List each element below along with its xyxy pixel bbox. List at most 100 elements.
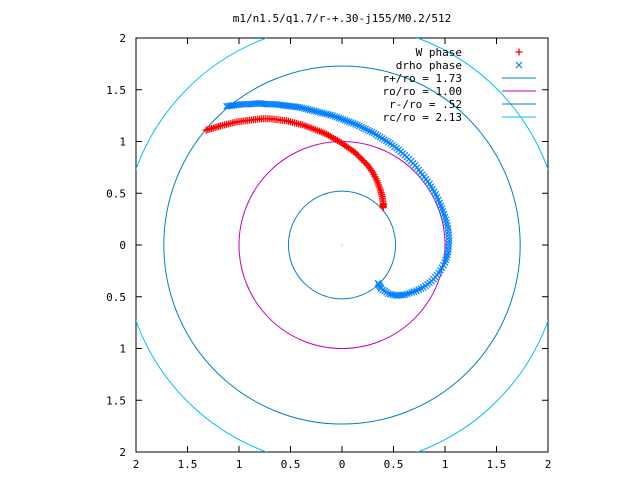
- x-tick-label: 1: [236, 458, 243, 471]
- drho-phase-point: [316, 109, 324, 116]
- drho-phase-point: [443, 219, 450, 227]
- drho-phase-point: [360, 124, 368, 132]
- drho-phase-point: [337, 115, 345, 123]
- drho-phase-point: [319, 109, 326, 117]
- drho-phase-point: [300, 104, 308, 112]
- legend-label: ro/ro = 1.00: [383, 85, 462, 98]
- drho-phase-point: [386, 290, 394, 298]
- drho-phase-point: [366, 127, 374, 135]
- drho-phase-point: [306, 106, 314, 114]
- drho-phase-point: [439, 207, 447, 215]
- x-tick-label: 2: [133, 458, 140, 471]
- axis-ticks: 2 1.5 1 0.5 0 0.5 1 1.5 221.510.500.511.52: [106, 32, 551, 471]
- drho-phase-point: [329, 112, 337, 120]
- drho-phase-point: [443, 222, 451, 230]
- drho-phase-point: [331, 112, 339, 120]
- drho-phase-point: [335, 114, 343, 122]
- x-tick-label: 2: [545, 458, 552, 471]
- drho-phase-point: [327, 111, 335, 119]
- drho-phase-point: [403, 290, 411, 298]
- phase-points: [202, 99, 453, 300]
- drho-phase-point: [314, 108, 322, 116]
- drho-phase-point: [345, 118, 353, 126]
- x-tick-label: 1.5: [178, 458, 198, 471]
- w-phase-series: [202, 115, 387, 212]
- legend-label: drho phase: [396, 59, 462, 72]
- y-tick-label: 2: [119, 32, 126, 45]
- drho-phase-point: [296, 103, 304, 111]
- drho-phase-point: [325, 111, 333, 119]
- drho-phase-point: [347, 119, 355, 127]
- drho-phase-point: [441, 213, 449, 221]
- drho-phase-point: [445, 234, 453, 242]
- drho-phase-point: [440, 210, 448, 218]
- drho-phase-point: [354, 121, 361, 129]
- drho-phase-point: [368, 128, 376, 136]
- circle-r-1-73: [163, 65, 521, 425]
- drho-phase-point: [374, 279, 382, 287]
- y-tick-label: 0: [119, 239, 126, 252]
- drho-phase-point: [339, 116, 347, 123]
- drho-phase-point: [433, 193, 441, 201]
- drho-phase-point: [302, 105, 310, 113]
- x-tick-label: 0: [339, 458, 346, 471]
- drho-phase-point: [362, 125, 370, 133]
- x-tick-label: 0.5: [384, 458, 404, 471]
- x-tick-label: 1: [442, 458, 449, 471]
- legend-label: r+/ro = 1.73: [383, 72, 462, 85]
- legend-label: W phase: [416, 46, 462, 59]
- legend-sample: [515, 61, 523, 69]
- drho-phase-point: [310, 107, 318, 115]
- drho-phase-point: [406, 289, 413, 297]
- origin-dot: [341, 244, 343, 246]
- drho-phase-point: [444, 225, 452, 232]
- drho-phase-point: [445, 243, 453, 250]
- x-tick-label: 0.5: [281, 458, 301, 471]
- drho-phase-point: [430, 188, 438, 196]
- y-tick-label: 2: [119, 446, 126, 459]
- drho-phase-point: [408, 288, 416, 296]
- x-tick-label: 1.5: [487, 458, 507, 471]
- y-tick-label: 1: [119, 136, 126, 149]
- legend-label: rc/ro = 2.13: [383, 111, 462, 124]
- drho-phase-point: [333, 113, 341, 121]
- drho-phase-point: [434, 196, 442, 204]
- circle-r-0-52: [287, 190, 397, 300]
- drho-phase-point: [444, 245, 452, 253]
- drho-phase-point: [445, 231, 453, 239]
- drho-phase-point: [351, 120, 359, 128]
- drho-phase-point: [349, 119, 357, 127]
- drho-phase-point: [312, 108, 320, 115]
- y-tick-label: 0.5: [106, 291, 126, 304]
- drho-phase-point: [436, 199, 444, 207]
- drho-phase-point: [341, 116, 349, 124]
- drho-phase-point: [343, 117, 351, 125]
- y-tick-label: 1.5: [106, 394, 126, 407]
- drho-phase-point: [323, 110, 330, 118]
- drho-phase-point: [410, 288, 418, 295]
- drho-phase-point: [321, 110, 328, 117]
- chart-title: m1/n1.5/q1.7/r-+.30-j155/M0.2/512: [233, 12, 452, 25]
- drho-phase-point: [442, 216, 450, 224]
- drho-phase-point: [432, 190, 440, 198]
- drho-phase-point: [426, 180, 433, 188]
- drho-phase-point: [438, 205, 446, 212]
- legend-label: r-/ro = .52: [389, 98, 462, 111]
- drho-phase-point: [391, 291, 398, 299]
- drho-phase-point: [427, 183, 435, 190]
- y-tick-label: 0.5: [106, 187, 126, 200]
- drho-phase-point: [445, 237, 453, 245]
- drho-phase-series: [223, 99, 453, 300]
- drho-phase-point: [444, 228, 452, 235]
- drho-phase-point: [308, 107, 316, 114]
- drho-phase-point: [364, 126, 372, 134]
- drho-phase-point: [393, 292, 401, 300]
- drho-phase-point: [358, 123, 365, 131]
- drho-phase-point: [429, 185, 437, 193]
- drho-phase-point: [389, 291, 396, 299]
- drho-phase-point: [304, 105, 312, 113]
- drho-phase-point: [445, 240, 453, 248]
- drho-phase-point: [298, 104, 306, 112]
- drho-phase-point: [437, 202, 445, 210]
